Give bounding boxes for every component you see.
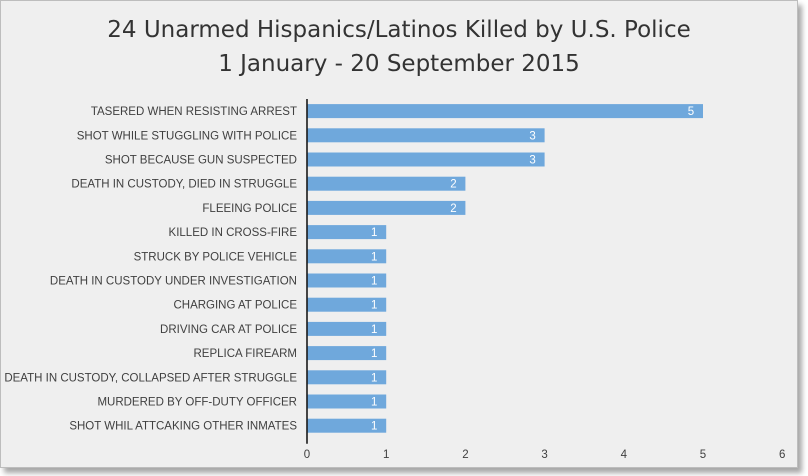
category-label: SHOT WHILE STUGGLING WITH POLICE [77,130,298,142]
category-label: DEATH IN CUSTODY, COLLAPSED AFTER STRUGG… [4,372,297,384]
category-label: CHARGING AT POLICE [173,300,297,312]
data-label: 1 [371,348,377,360]
data-label: 1 [371,397,377,409]
bar [307,346,387,361]
x-tick-label: 1 [383,449,389,461]
data-label: 1 [371,300,377,312]
category-label: DEATH IN CUSTODY, DIED IN STRUGGLE [71,179,297,191]
x-tick-label: 5 [700,449,706,461]
bar [307,249,387,264]
category-label: SHOT BECAUSE GUN SUSPECTED [105,155,297,167]
bar [307,225,387,240]
data-label: 1 [371,276,377,288]
data-label: 3 [529,130,535,142]
bar [307,152,545,167]
category-label: STRUCK BY POLICE VEHICLE [134,251,298,263]
category-label: SHOT WHIL ATTCAKING OTHER INMATES [69,421,297,433]
chart-title-block: 24 Unarmed Hispanics/Latinos Killed by U… [1,13,797,81]
data-label: 1 [371,372,377,384]
bar [307,104,703,119]
category-label: KILLED IN CROSS-FIRE [169,227,298,239]
data-label: 3 [529,155,535,167]
bar [307,200,466,215]
bar [307,297,387,312]
data-label: 1 [371,324,377,336]
data-label: 2 [450,203,456,215]
bar [307,394,387,409]
bar [307,418,387,433]
data-label: 5 [688,106,694,118]
chart-subtitle: 1 January - 20 September 2015 [218,51,580,77]
category-label: REPLICA FIREARM [193,348,297,360]
data-label: 2 [450,179,456,191]
data-label: 1 [371,227,377,239]
category-label: DEATH IN CUSTODY UNDER INVESTIGATION [50,276,297,288]
bar [307,321,387,336]
x-tick-label: 6 [779,449,785,461]
category-label: MURDERED BY OFF-DUTY OFFICER [97,397,297,409]
category-label: TASERED WHEN RESISTING ARREST [91,106,297,118]
x-tick-label: 3 [541,449,547,461]
category-label: FLEEING POLICE [202,203,297,215]
bar [307,273,387,288]
x-tick-label: 0 [304,449,310,461]
bar [307,128,545,143]
x-tick-label: 4 [621,449,628,461]
chart-frame: 24 Unarmed Hispanics/Latinos Killed by U… [0,0,798,468]
bar [307,370,387,385]
data-label: 1 [371,421,377,433]
data-label: 1 [371,251,377,263]
x-tick-label: 2 [462,449,468,461]
bar [307,176,466,191]
category-label: DRIVING CAR AT POLICE [160,324,297,336]
chart-title: 24 Unarmed Hispanics/Latinos Killed by U… [107,17,691,43]
